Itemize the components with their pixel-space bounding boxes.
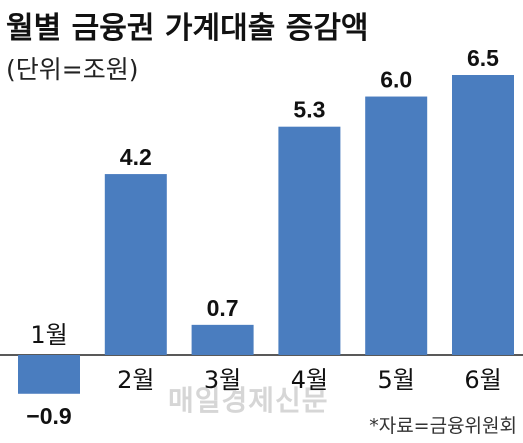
category-label: 3월 (204, 366, 241, 394)
category-label: 2월 (117, 366, 154, 394)
source-note: *자료=금융위원회 (369, 415, 517, 437)
value-label: −0.9 (26, 403, 71, 429)
chart-title: 월별 금융권 가계대출 증감액 (6, 11, 369, 46)
category-label: 1월 (30, 321, 67, 349)
value-label: 4.2 (120, 144, 152, 170)
value-label: 6.5 (467, 45, 499, 71)
bar-5 (365, 96, 428, 356)
watermark: 매일경제신문 (168, 384, 329, 417)
bar-3 (191, 324, 254, 355)
plot-area: −0.9 1월 4.2 2월 0.7 3월 5.3 4월 6.0 5월 6.5 6월 (0, 45, 523, 429)
category-label: 4월 (291, 366, 328, 394)
bar-4 (278, 126, 341, 355)
category-label: 5월 (378, 366, 415, 394)
value-label: 5.3 (293, 97, 325, 123)
bar-1 (18, 355, 80, 394)
value-label: 6.0 (380, 67, 412, 93)
bar-6 (452, 75, 514, 355)
chart-subtitle: (단위=조원) (6, 55, 138, 84)
value-label: 0.7 (207, 295, 239, 321)
category-label: 6월 (464, 366, 501, 394)
bar-2 (104, 174, 167, 355)
